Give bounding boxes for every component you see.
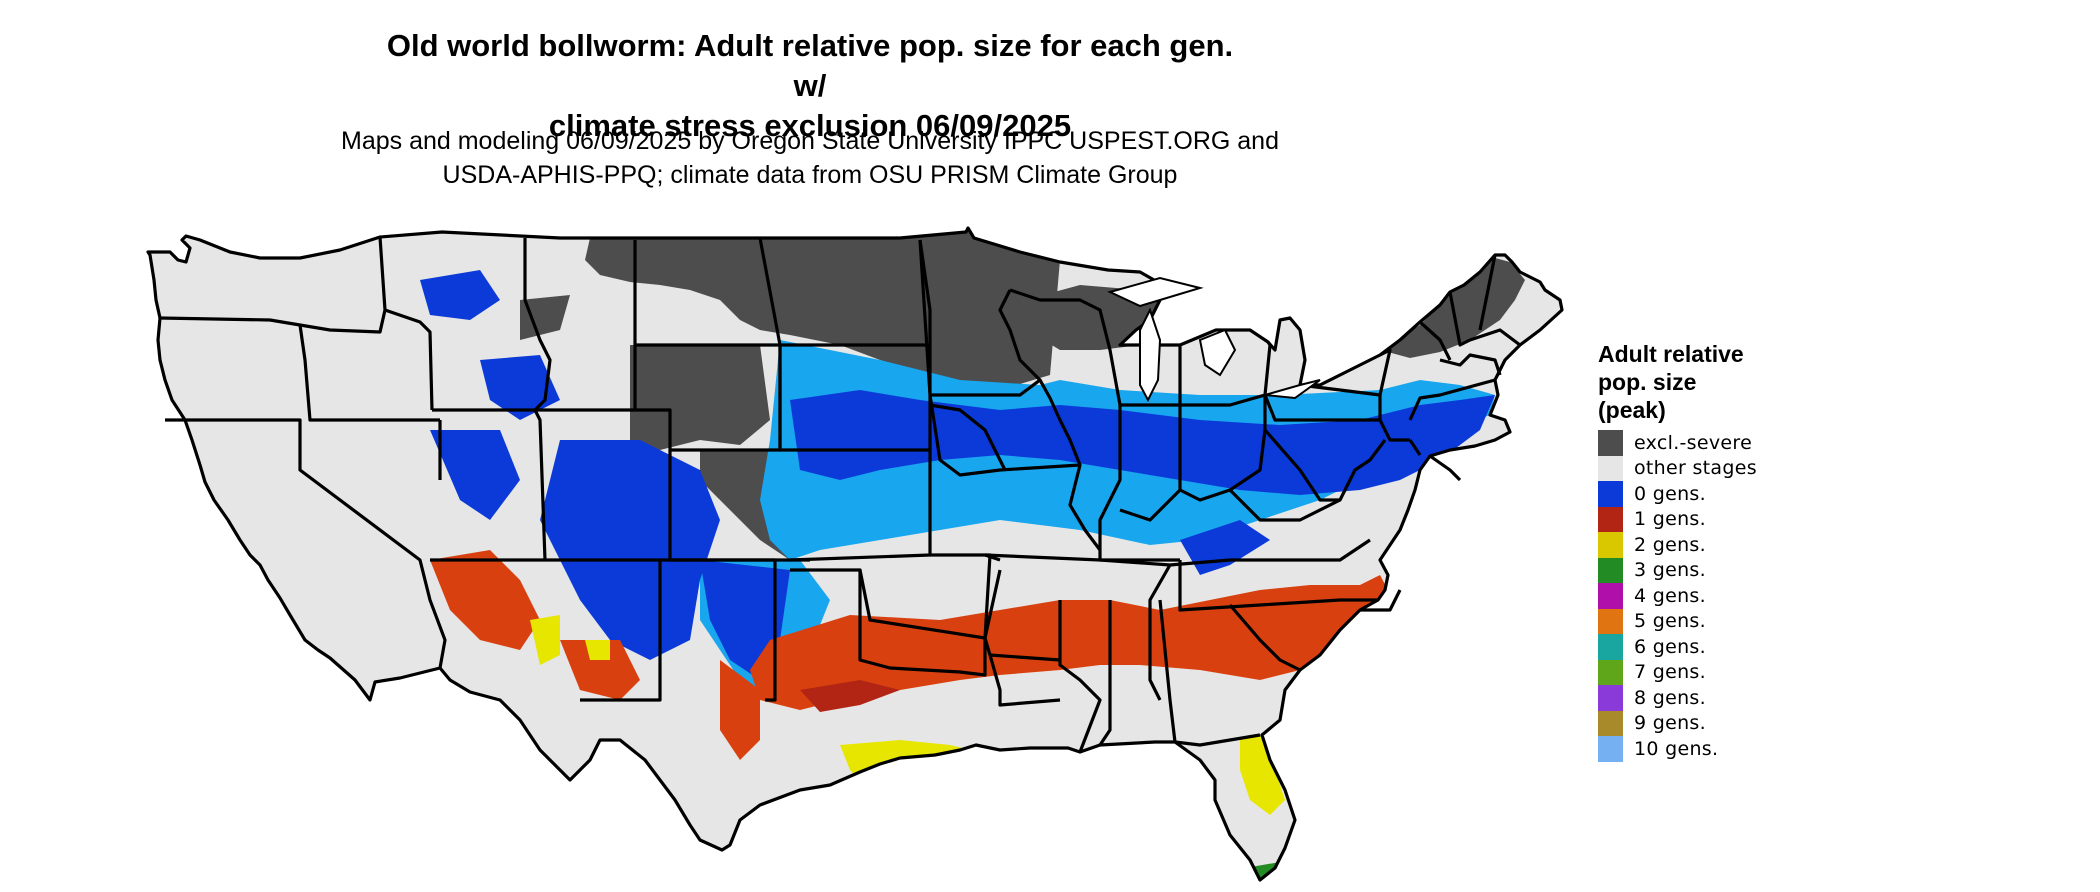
legend-item-0-gens: 0 gens. bbox=[1598, 481, 1828, 507]
legend-title-line-3: (peak) bbox=[1598, 397, 1666, 423]
legend-swatch bbox=[1598, 506, 1623, 532]
legend-label: 7 gens. bbox=[1634, 661, 1706, 684]
legend-label: 5 gens. bbox=[1634, 610, 1706, 633]
map-title-line-2: climate stress exclusion 06/09/2025 bbox=[548, 108, 1072, 143]
legend: Adult relative pop. size (peak) excl.-se… bbox=[1598, 340, 1828, 762]
legend-label: other stages bbox=[1634, 457, 1757, 480]
legend-item-8-gens: 8 gens. bbox=[1598, 685, 1828, 711]
legend-item-6-gens: 6 gens. bbox=[1598, 634, 1828, 660]
zero-gens-dark-great-basin bbox=[540, 440, 720, 660]
legend-item-9-gens: 9 gens. bbox=[1598, 710, 1828, 736]
legend-label: 4 gens. bbox=[1634, 584, 1706, 607]
legend-title: Adult relative pop. size (peak) bbox=[1598, 340, 1828, 424]
one-gen-dark-oklahoma-texas bbox=[800, 680, 900, 712]
one-gen-southern-band bbox=[750, 575, 1388, 710]
legend-label: 0 gens. bbox=[1634, 482, 1706, 505]
legend-item-2-gens: 2 gens. bbox=[1598, 532, 1828, 558]
legend-title-line-1: Adult relative bbox=[1598, 341, 1744, 367]
legend-swatch bbox=[1598, 608, 1623, 634]
excluded-zone-idaho bbox=[520, 295, 570, 340]
legend-item-4-gens: 4 gens. bbox=[1598, 583, 1828, 609]
legend-item-10-gens: 10 gens. bbox=[1598, 736, 1828, 762]
legend-item-excl-severe: excl.-severe bbox=[1598, 430, 1828, 456]
legend-swatch bbox=[1598, 481, 1623, 507]
legend-item-5-gens: 5 gens. bbox=[1598, 608, 1828, 634]
legend-swatch bbox=[1598, 532, 1623, 558]
legend-item-3-gens: 3 gens. bbox=[1598, 557, 1828, 583]
legend-swatch bbox=[1598, 583, 1623, 609]
lake-michigan bbox=[1139, 307, 1162, 403]
legend-label: 2 gens. bbox=[1634, 533, 1706, 556]
map-title: Old world bollworm: Adult relative pop. … bbox=[380, 26, 1240, 146]
zero-gens-dark-sierra bbox=[430, 430, 520, 520]
legend-item-other-stages: other stages bbox=[1598, 455, 1828, 481]
legend-swatch bbox=[1598, 685, 1623, 711]
excluded-zone-wyoming bbox=[630, 345, 770, 450]
legend-label: 3 gens. bbox=[1634, 559, 1706, 582]
legend-swatch bbox=[1598, 557, 1623, 583]
legend-label: 8 gens. bbox=[1634, 686, 1706, 709]
legend-swatch bbox=[1598, 736, 1623, 762]
state-borders bbox=[146, 226, 1564, 882]
lake-erie bbox=[1264, 379, 1321, 400]
legend-swatch bbox=[1598, 710, 1623, 736]
legend-label: 9 gens. bbox=[1634, 712, 1706, 735]
map-fill-layers bbox=[148, 228, 1562, 880]
legend-label: excl.-severe bbox=[1634, 431, 1753, 454]
lake-superior bbox=[1107, 276, 1204, 308]
map-subtitle-line-2: USDA-APHIS-PPQ; climate data from OSU PR… bbox=[442, 161, 1178, 189]
legend-swatch bbox=[1598, 634, 1623, 660]
two-gens-florida bbox=[1240, 735, 1285, 815]
two-gens-phoenix bbox=[585, 640, 610, 660]
legend-label: 10 gens. bbox=[1634, 737, 1719, 760]
legend-title-line-2: pop. size bbox=[1598, 369, 1697, 395]
legend-swatch bbox=[1598, 430, 1623, 456]
legend-label: 6 gens. bbox=[1634, 635, 1706, 658]
legend-swatch bbox=[1598, 659, 1623, 685]
map-subtitle-line-1: Maps and modeling 06/09/2025 by Oregon S… bbox=[341, 127, 1279, 155]
two-gens-colorado-river bbox=[530, 615, 560, 665]
map-title-line-1: Old world bollworm: Adult relative pop. … bbox=[386, 28, 1234, 103]
legend-label: 1 gens. bbox=[1634, 508, 1706, 531]
map-subtitle: Maps and modeling 06/09/2025 by Oregon S… bbox=[330, 124, 1290, 192]
legend-item-7-gens: 7 gens. bbox=[1598, 659, 1828, 685]
zero-gens-dark-cascades bbox=[420, 270, 500, 320]
great-lakes bbox=[1107, 276, 1321, 403]
legend-swatch bbox=[1598, 455, 1623, 481]
one-gen-arizona bbox=[560, 640, 640, 700]
one-gen-west-texas bbox=[720, 660, 760, 760]
one-gen-california-valley bbox=[430, 550, 540, 650]
excluded-zone-north-plains bbox=[585, 230, 1060, 390]
lake-huron bbox=[1198, 328, 1237, 377]
legend-item-1-gens: 1 gens. bbox=[1598, 506, 1828, 532]
